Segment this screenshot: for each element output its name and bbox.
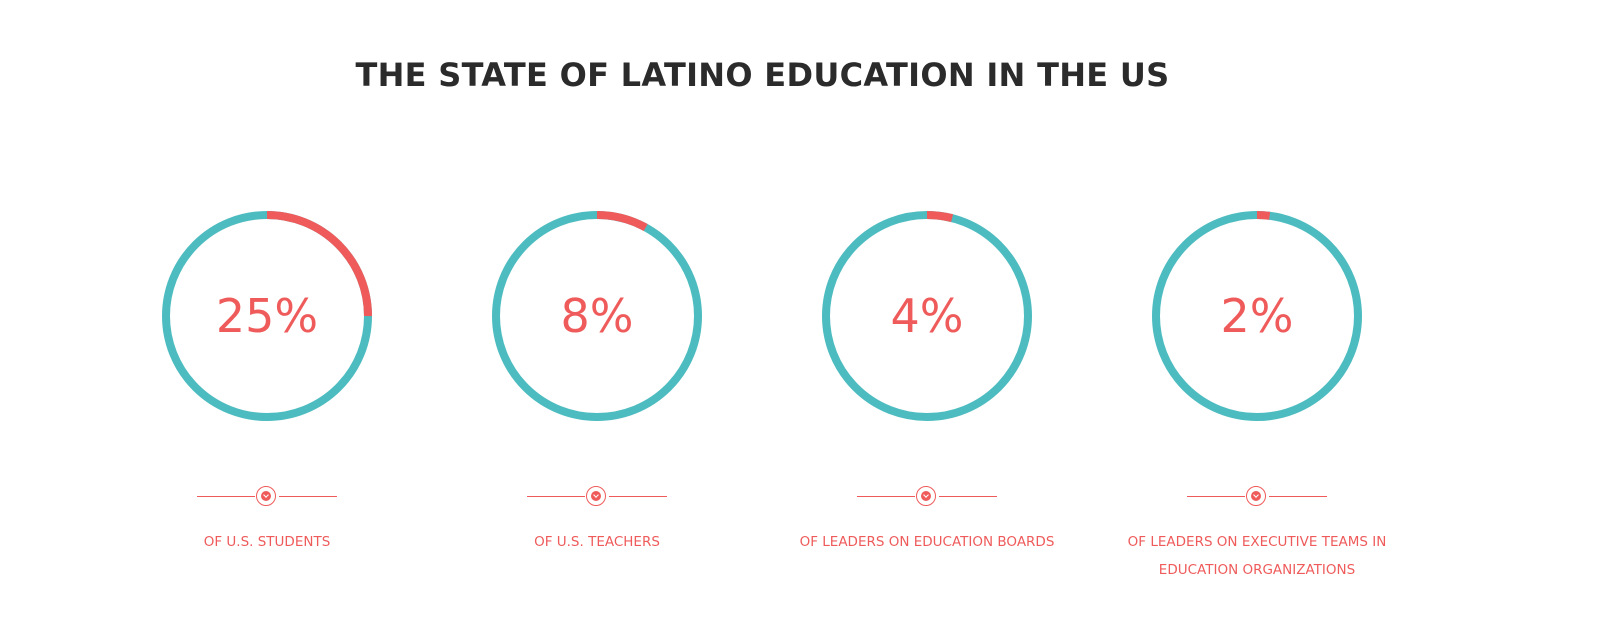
stat-value: 2% <box>1220 289 1294 343</box>
progress-ring-graphic <box>492 211 702 421</box>
ring-fill <box>162 211 372 421</box>
chevron-down-icon[interactable] <box>1246 486 1266 506</box>
divider-line <box>527 496 585 497</box>
progress-ring: 2% <box>1151 210 1363 422</box>
stat-caption: OF LEADERS ON EDUCATION BOARDS <box>799 534 1055 550</box>
divider <box>197 486 337 508</box>
ring-fill <box>1152 211 1362 421</box>
chevron-down-icon[interactable] <box>256 486 276 506</box>
ring-fill <box>822 211 1032 421</box>
chevron-down-icon[interactable] <box>916 486 936 506</box>
stat-caption: OF U.S. STUDENTS <box>203 534 331 550</box>
divider-line <box>197 496 255 497</box>
progress-ring: 8% <box>491 210 703 422</box>
stat-caption: OF LEADERS ON EXECUTIVE TEAMS IN EDUCATI… <box>1127 534 1387 578</box>
divider-line <box>609 496 667 497</box>
divider-line <box>1269 496 1327 497</box>
progress-ring: 4% <box>821 210 1033 422</box>
divider-line <box>279 496 337 497</box>
divider-line <box>857 496 915 497</box>
progress-ring-graphic <box>1152 211 1362 421</box>
divider <box>1187 486 1327 508</box>
progress-ring: 25% <box>161 210 373 422</box>
divider <box>857 486 997 508</box>
progress-ring-graphic <box>822 211 1032 421</box>
stat-teachers: 8% OF U.S. TEACHERS <box>447 0 747 619</box>
stat-education-boards: 4% OF LEADERS ON EDUCATION BOARDS <box>777 0 1077 619</box>
divider-line <box>939 496 997 497</box>
page-title: THE STATE OF LATINO EDUCATION IN THE US <box>355 56 1170 94</box>
divider-line <box>1187 496 1245 497</box>
stat-caption: OF U.S. TEACHERS <box>534 534 660 550</box>
stat-value: 4% <box>890 289 964 343</box>
stat-executive-teams: 2% OF LEADERS ON EXECUTIVE TEAMS IN EDUC… <box>1107 0 1407 619</box>
stat-value: 25% <box>215 289 319 343</box>
stat-students: 25% OF U.S. STUDENTS <box>117 0 417 619</box>
progress-ring-graphic <box>162 211 372 421</box>
ring-fill <box>492 211 702 421</box>
divider <box>527 486 667 508</box>
chevron-down-icon[interactable] <box>586 486 606 506</box>
stat-value: 8% <box>560 289 634 343</box>
